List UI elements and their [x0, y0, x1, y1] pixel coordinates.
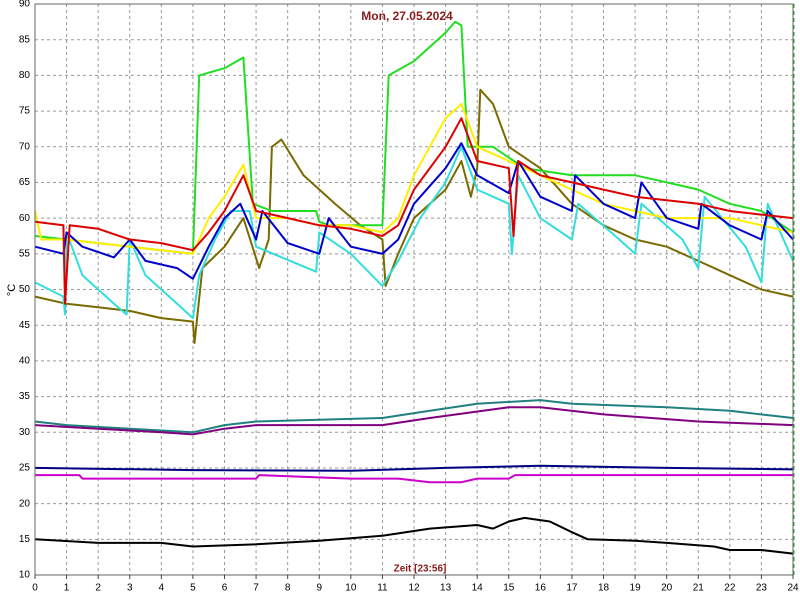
series-line — [34, 464, 794, 472]
x-tick-label: 23 — [756, 583, 768, 594]
x-tick-label: 3 — [127, 583, 133, 594]
y-tick-label: 15 — [19, 534, 31, 545]
y-tick-label: 30 — [19, 427, 31, 438]
x-tick-label: 24 — [787, 583, 799, 594]
x-tick-label: 15 — [503, 583, 515, 594]
x-tick-label: 22 — [724, 583, 736, 594]
grid — [34, 3, 794, 576]
x-tick-label: 21 — [693, 583, 705, 594]
x-tick-label: 6 — [222, 583, 228, 594]
x-tick-label: 9 — [316, 583, 322, 594]
y-tick-label: 25 — [19, 463, 31, 474]
y-tick-label: 70 — [19, 141, 31, 152]
x-tick-label: 20 — [661, 583, 673, 594]
series-line — [34, 516, 794, 555]
x-tick-label: 17 — [566, 583, 578, 594]
x-tick-label: 11 — [377, 583, 388, 594]
x-tick-label: 13 — [440, 583, 452, 594]
x-tick-label: 7 — [253, 583, 259, 594]
y-tick-label: 60 — [19, 213, 31, 224]
y-tick-label: 45 — [19, 320, 31, 331]
y-tick-label: 80 — [19, 70, 31, 81]
series-line — [34, 406, 794, 436]
x-tick-label: 5 — [190, 583, 196, 594]
y-tick-label: 85 — [19, 34, 31, 45]
x-tick-label: 14 — [472, 583, 484, 594]
series-lines — [34, 20, 794, 555]
series-line — [34, 102, 794, 255]
y-tick-label: 65 — [19, 177, 31, 188]
x-tick-label: 2 — [95, 583, 101, 594]
x-tick-label: 12 — [408, 583, 420, 594]
y-tick-label: 35 — [19, 391, 31, 402]
x-tick-label: 4 — [159, 583, 165, 594]
y-tick-label: 75 — [19, 106, 31, 117]
y-tick-label: 20 — [19, 498, 31, 509]
x-tick-label: 0 — [32, 583, 38, 594]
y-tick-label: 50 — [19, 284, 31, 295]
chart-title: Mon, 27.05.2024 — [361, 9, 453, 23]
series-line — [34, 142, 794, 280]
x-axis-label: Zeit [23:56] — [394, 564, 447, 575]
series-line — [34, 399, 794, 434]
x-tick-label: 18 — [598, 583, 610, 594]
y-tick-label: 10 — [19, 570, 31, 581]
y-axis-label: °C — [6, 284, 18, 296]
y-tick-label: 40 — [19, 356, 31, 367]
series-line — [35, 474, 793, 484]
series-line — [34, 117, 794, 305]
x-tick-label: 16 — [535, 583, 547, 594]
y-tick-label: 55 — [19, 248, 31, 259]
x-tick-label: 8 — [285, 583, 291, 594]
x-tick-label: 19 — [630, 583, 642, 594]
x-tick-label: 10 — [345, 583, 357, 594]
x-tick-label: 1 — [64, 583, 70, 594]
y-tick-label: 90 — [19, 0, 31, 10]
